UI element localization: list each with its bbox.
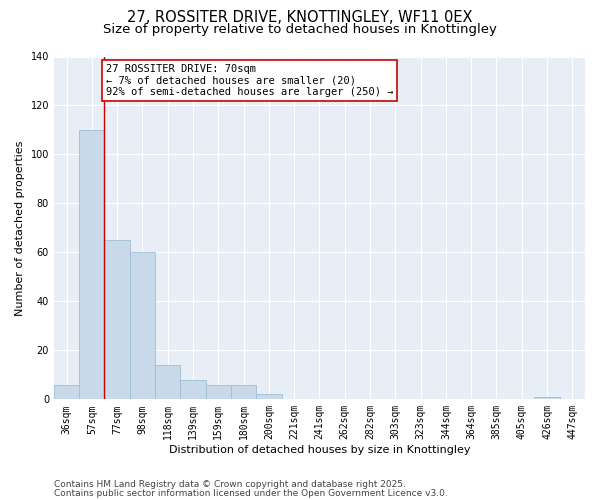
Y-axis label: Number of detached properties: Number of detached properties bbox=[15, 140, 25, 316]
Text: 27 ROSSITER DRIVE: 70sqm
← 7% of detached houses are smaller (20)
92% of semi-de: 27 ROSSITER DRIVE: 70sqm ← 7% of detache… bbox=[106, 64, 393, 97]
X-axis label: Distribution of detached houses by size in Knottingley: Distribution of detached houses by size … bbox=[169, 445, 470, 455]
Bar bbox=[231, 384, 256, 400]
Bar bbox=[79, 130, 104, 400]
Bar bbox=[256, 394, 281, 400]
Text: Contains HM Land Registry data © Crown copyright and database right 2025.: Contains HM Land Registry data © Crown c… bbox=[54, 480, 406, 489]
Bar bbox=[206, 384, 231, 400]
Bar bbox=[535, 397, 560, 400]
Text: Size of property relative to detached houses in Knottingley: Size of property relative to detached ho… bbox=[103, 22, 497, 36]
Bar bbox=[54, 384, 79, 400]
Text: Contains public sector information licensed under the Open Government Licence v3: Contains public sector information licen… bbox=[54, 488, 448, 498]
Text: 27, ROSSITER DRIVE, KNOTTINGLEY, WF11 0EX: 27, ROSSITER DRIVE, KNOTTINGLEY, WF11 0E… bbox=[127, 10, 473, 25]
Bar bbox=[181, 380, 206, 400]
Bar bbox=[104, 240, 130, 400]
Bar bbox=[130, 252, 155, 400]
Bar bbox=[155, 365, 181, 400]
